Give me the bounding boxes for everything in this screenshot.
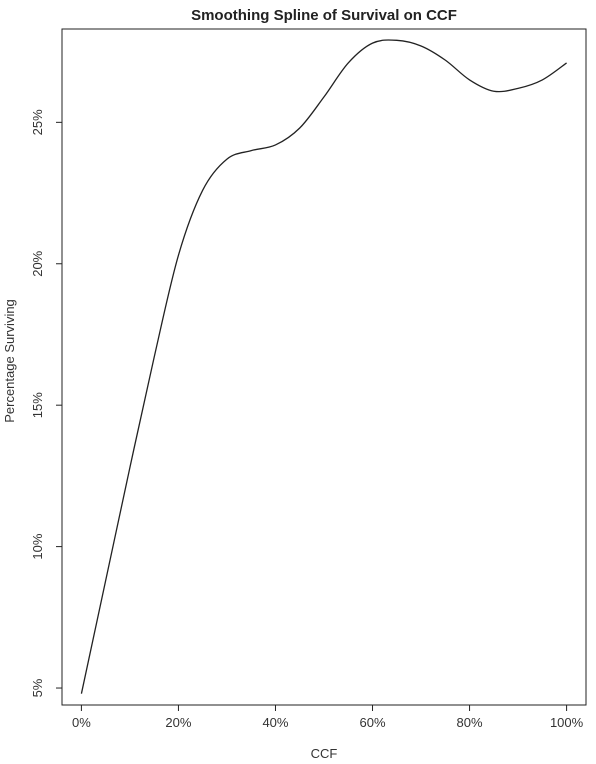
y-axis-label: Percentage Surviving xyxy=(2,299,17,423)
y-axis: 5% 10% 15% 20% 25% xyxy=(30,109,62,697)
y-tick-label: 15% xyxy=(30,392,45,418)
plot-frame xyxy=(61,28,587,706)
x-tick-label: 20% xyxy=(165,715,191,730)
x-tick-label: 60% xyxy=(360,715,386,730)
y-tick-label: 20% xyxy=(30,250,45,276)
y-tick-label: 25% xyxy=(30,109,45,135)
x-tick-label: 80% xyxy=(457,715,483,730)
x-axis: 0% 20% 40% 60% 80% 100% xyxy=(72,705,584,730)
y-tick-label: 5% xyxy=(30,678,45,697)
series-line xyxy=(80,39,567,694)
y-tick-label: 10% xyxy=(30,533,45,559)
x-tick-label: 40% xyxy=(262,715,288,730)
x-tick-label: 0% xyxy=(72,715,91,730)
x-axis-label: CCF xyxy=(311,746,338,761)
x-tick-label: 100% xyxy=(550,715,584,730)
chart-title: Smoothing Spline of Survival on CCF xyxy=(191,7,457,24)
